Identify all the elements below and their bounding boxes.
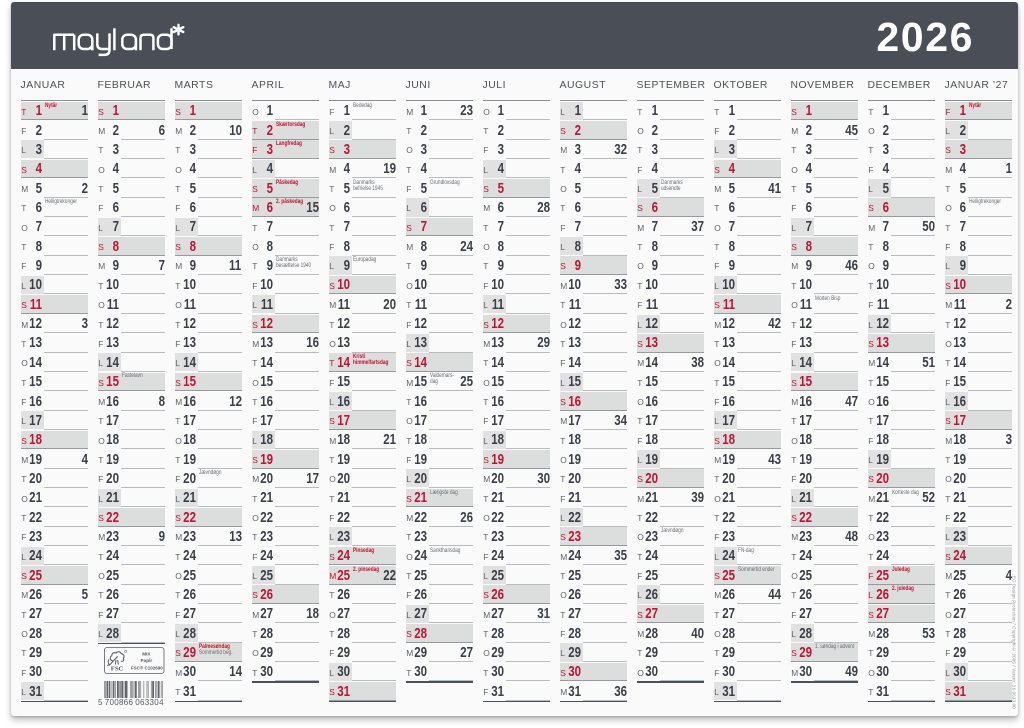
- svg-text:FSC® C102690: FSC® C102690: [131, 665, 163, 671]
- svg-text:FSC: FSC: [111, 666, 124, 673]
- svg-text:MIX: MIX: [143, 652, 152, 657]
- svg-text:Papir: Papir: [141, 658, 153, 663]
